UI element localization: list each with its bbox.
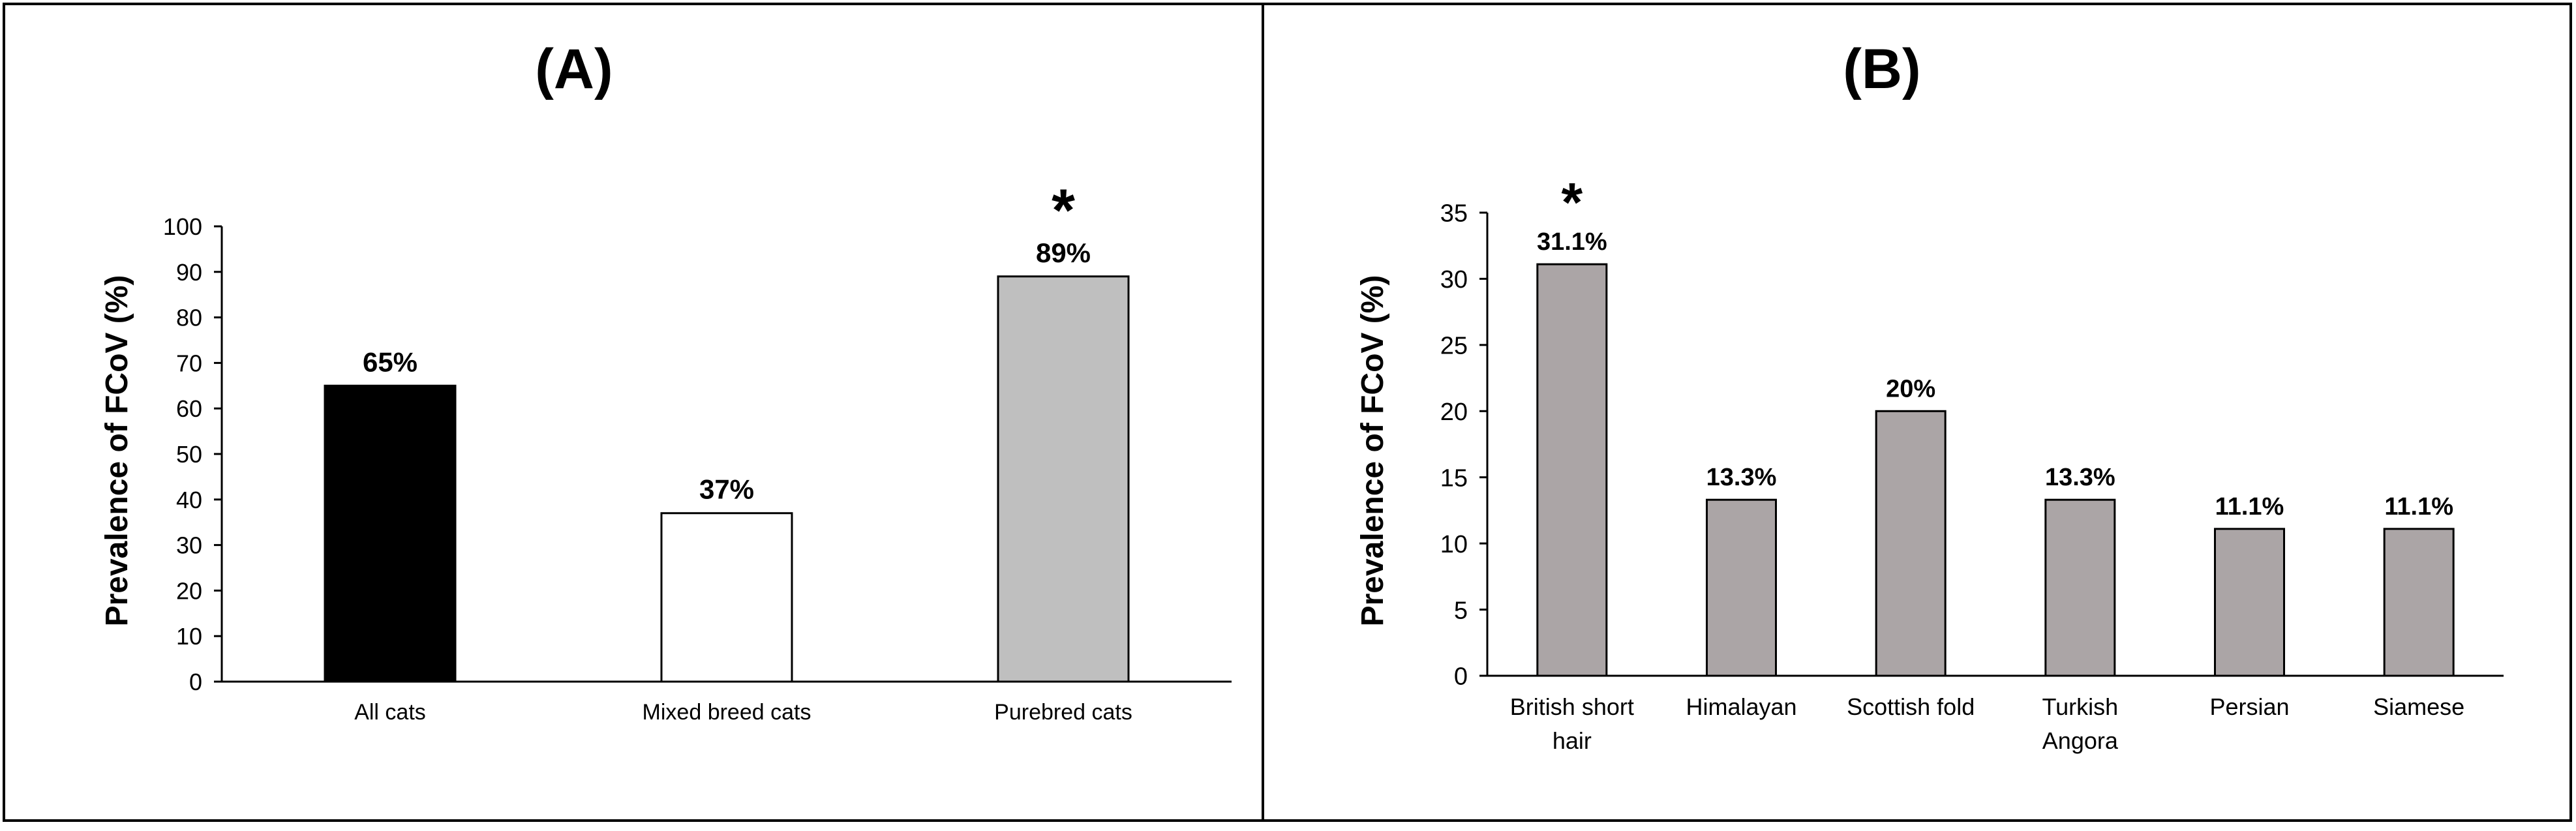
panel-b-bar <box>1875 410 1947 677</box>
panel-a-marks: 0 10 20 30 40 50 60 70 80 90 100 65% All cats 37% Mixe… <box>163 177 1232 725</box>
panel-b-y-tick-label: 10 <box>1440 531 1468 558</box>
panel-b-value-label: 11.1% <box>2384 493 2453 521</box>
panel-b-value-label: 20% <box>1886 375 1935 402</box>
panel-b-value-label: 13.3% <box>2045 464 2115 491</box>
panel-a: (A) Prevalence of FCoV (%) 0 10 20 30 40 50 60… <box>100 38 1232 725</box>
panel-b-bar <box>2383 528 2455 677</box>
panel-b-significance-asterisk: * <box>1561 172 1583 233</box>
panel-a-category-label: All cats <box>354 700 426 725</box>
panel-a-y-tick-label: 80 <box>176 305 202 331</box>
panel-a-y-tick-label: 50 <box>176 441 202 468</box>
panel-b-y-tick-label: 0 <box>1454 663 1468 691</box>
panel-b-category-label: Siamese <box>2373 693 2464 720</box>
panel-b-category-label: Angora <box>2042 727 2119 754</box>
panel-b-category-label: hair <box>1553 727 1592 754</box>
panel-b-bar <box>2044 498 2116 677</box>
panel-b-title: (B) <box>1843 38 1920 100</box>
panel-b-y-tick-label: 15 <box>1440 464 1468 492</box>
panel-b-y-tick-label: 25 <box>1440 333 1468 360</box>
panel-a-bar <box>997 275 1130 683</box>
panel-b-y-tick-label: 5 <box>1454 597 1468 624</box>
panel-a-bar <box>324 384 457 683</box>
panel-a-value-label: 37% <box>699 474 754 505</box>
panel-b-category-label: Scottish fold <box>1847 693 1975 720</box>
panel-a-y-tick-label: 40 <box>176 487 202 513</box>
panel-b-y-tick-label: 35 <box>1440 200 1468 228</box>
panel-a-bar <box>660 512 793 683</box>
panel-a-y-tick-label: 20 <box>176 577 202 604</box>
panel-a-y-tick-label: 0 <box>189 669 202 695</box>
panel-b-category-label: Persian <box>2209 693 2289 720</box>
panel-a-value-label: 65% <box>363 346 417 377</box>
panel-a-y-tick-label: 90 <box>176 259 202 286</box>
panel-b-border <box>1262 3 2572 822</box>
panel-a-y-tick-label: 60 <box>176 395 202 422</box>
panel-b-y-tick-label: 30 <box>1440 266 1468 294</box>
panel-b-value-label: 13.3% <box>1706 464 1777 491</box>
panel-a-y-tick-label: 100 <box>163 213 202 240</box>
panel-a-value-label: 89% <box>1036 237 1091 268</box>
panel-b-value-label: 11.1% <box>2215 493 2284 521</box>
panel-a-category-label: Mixed breed cats <box>643 700 811 725</box>
panel-a-y-axis-label: Prevalence of FCoV (%) <box>100 275 134 627</box>
panel-b-bar <box>1536 263 1608 677</box>
panel-b-category-label: British short <box>1510 693 1634 720</box>
panel-b-marks: 0 5 10 15 20 25 30 35 31.1% British short hair * 13.… <box>1440 172 2504 754</box>
panel-a-title: (A) <box>535 38 613 100</box>
panel-b-value-label: 31.1% <box>1537 228 1607 256</box>
panel-a-y-tick-label: 30 <box>176 532 202 559</box>
panel-a-y-tick-label: 70 <box>176 350 202 376</box>
panel-b-bar <box>2214 528 2285 677</box>
panel-b-y-axis-label: Prevalence of FCoV (%) <box>1356 275 1390 627</box>
panel-b: (B) Prevalence of FCoV (%) 0 5 10 15 20 25 30 3… <box>1356 38 2504 754</box>
panel-b-bar <box>1706 498 1777 677</box>
panel-a-category-label: Purebred cats <box>994 700 1132 725</box>
panel-b-category-label: Himalayan <box>1686 693 1796 720</box>
panel-a-significance-asterisk: * <box>1052 177 1075 244</box>
panel-b-y-tick-label: 20 <box>1440 399 1468 426</box>
panel-a-y-tick-label: 10 <box>176 623 202 650</box>
panel-b-category-label: Turkish <box>2042 693 2118 720</box>
